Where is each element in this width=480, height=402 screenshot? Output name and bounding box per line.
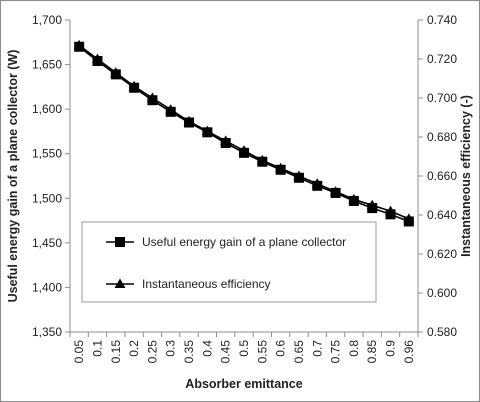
legend-box xyxy=(81,221,377,303)
x-tick-label: 0.2 xyxy=(127,340,141,357)
data-point-triangle xyxy=(146,92,158,102)
y-left-tick-label: 1,550 xyxy=(32,147,62,161)
y-right-tick-label: 0.740 xyxy=(427,13,457,27)
y-right-tick-label: 0.620 xyxy=(427,247,457,261)
y-left-tick-label: 1,650 xyxy=(32,58,62,72)
axes-layer: 1,350 1,400 1,450 1,500 1,550 1,600 1,650 1,700… xyxy=(32,13,457,363)
series-line-1 xyxy=(78,44,410,220)
y-right-tick-label: 0.720 xyxy=(427,52,457,66)
x-tick-label: 0.4 xyxy=(200,340,214,357)
x-tick-label: 0.45 xyxy=(219,340,233,364)
y-right-tick-label: 0.700 xyxy=(427,91,457,105)
data-point-triangle xyxy=(220,135,232,145)
data-point-triangle xyxy=(165,104,177,114)
data-point-triangle xyxy=(238,145,250,155)
data-point-triangle xyxy=(403,213,415,223)
legend-label-0: Useful energy gain of a plane collector xyxy=(142,235,346,249)
data-point-triangle xyxy=(366,199,378,210)
x-tick-label: 0.75 xyxy=(329,340,343,364)
x-tick-label: 0.35 xyxy=(182,340,196,364)
series-line-0 xyxy=(78,46,410,223)
data-point-triangle xyxy=(91,53,103,63)
y-axis-right-title: Instantaneous efficiency (-) xyxy=(459,95,473,257)
data-point-triangle xyxy=(348,193,360,204)
x-tick-label: 0.25 xyxy=(145,340,159,364)
y-right-tick-label: 0.660 xyxy=(427,169,457,183)
data-point-triangle xyxy=(256,154,268,165)
y-left-tick-label: 1,400 xyxy=(32,280,62,294)
y-right-tick-label: 0.580 xyxy=(427,325,457,339)
legend: Useful energy gain of a plane collector I… xyxy=(81,221,377,303)
legend-marker-square xyxy=(115,237,125,247)
data-point-triangle xyxy=(128,80,140,91)
y-left-tick-label: 1,600 xyxy=(32,102,62,116)
y-right-tick-label: 0.640 xyxy=(427,208,457,222)
data-point-triangle xyxy=(110,67,122,77)
legend-marker-triangle xyxy=(114,278,126,288)
series-layer xyxy=(73,39,415,227)
x-tick-label: 0.9 xyxy=(384,340,398,357)
y-left-tick-label: 1,700 xyxy=(32,13,62,27)
x-tick-label: 0.8 xyxy=(347,340,361,357)
x-tick-label: 0.1 xyxy=(90,340,104,357)
y-right-tick-label: 0.680 xyxy=(427,130,457,144)
y-right-tick-label: 0.600 xyxy=(427,286,457,300)
y-left-tick-label: 1,450 xyxy=(32,236,62,250)
data-point-triangle xyxy=(293,170,305,180)
x-tick-label: 0.05 xyxy=(72,340,86,364)
x-tick-label: 0.5 xyxy=(237,340,251,357)
data-point-triangle xyxy=(311,178,323,188)
legend-label-1: Instantaneous efficiency xyxy=(142,277,271,291)
data-point-triangle xyxy=(330,186,342,196)
data-point-triangle xyxy=(73,39,85,50)
x-tick-label: 0.55 xyxy=(255,340,269,364)
x-tick-label: 0.15 xyxy=(109,340,123,364)
data-point-triangle xyxy=(275,162,287,173)
y-axis-left-title: Useful energy gain of a plane collector … xyxy=(6,50,20,303)
x-tick-label: 0.3 xyxy=(164,340,178,357)
x-tick-label: 0.85 xyxy=(365,340,379,364)
data-point-triangle xyxy=(183,115,195,126)
x-tick-label: 0.96 xyxy=(402,340,416,364)
x-tick-label: 0.7 xyxy=(310,340,324,357)
x-tick-label: 0.65 xyxy=(292,340,306,364)
x-tick-label: 0.6 xyxy=(274,340,288,357)
y-left-tick-label: 1,350 xyxy=(32,325,62,339)
data-point-triangle xyxy=(385,205,397,216)
y-left-tick-label: 1,500 xyxy=(32,191,62,205)
x-axis-title: Absorber emittance xyxy=(185,377,302,391)
data-point-triangle xyxy=(201,125,213,136)
